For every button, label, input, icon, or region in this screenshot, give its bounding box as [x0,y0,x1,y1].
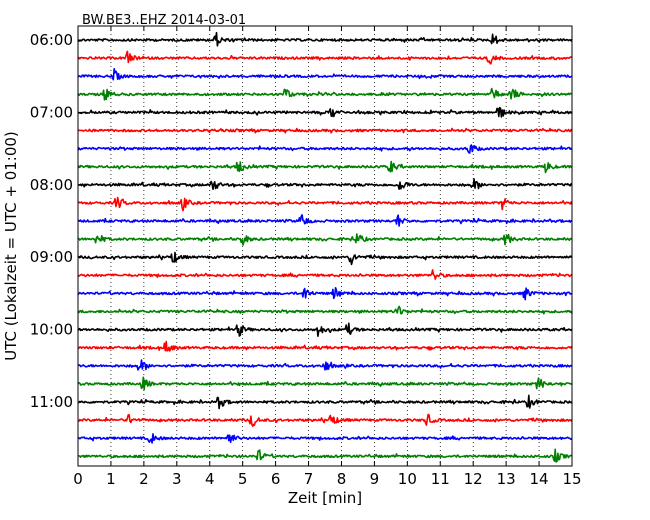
trace-1115 [78,413,573,427]
y-tick-label: 10:00 [30,321,73,339]
trace-1045 [77,376,573,391]
y-tick-label: 07:00 [30,103,73,121]
x-tick-label: 5 [238,470,248,488]
traces [77,31,573,463]
plot-frame [77,25,573,467]
x-tick-label: 6 [271,470,281,488]
trace-1130 [77,433,573,444]
y-tick-label: 06:00 [30,31,73,49]
x-tick-label: 1 [106,470,116,488]
trace-0800 [77,178,573,190]
x-tick-label: 4 [205,470,215,488]
x-axis: 0 1 2 3 4 5 6 7 8 9 10 11 12 13 14 15 [73,26,582,488]
trace-0915 [77,269,573,280]
y-tick-label: 11:00 [30,393,73,411]
x-tick-label: 15 [562,470,581,488]
x-tick-label: 2 [139,470,149,488]
x-tick-label: 8 [337,470,347,488]
trace-0730 [77,144,573,154]
trace-0845 [77,233,573,246]
trace-0900 [77,251,573,266]
x-tick-label: 9 [370,470,380,488]
x-tick-label: 10 [398,470,417,488]
trace-1100 [77,394,573,410]
chart-title: BW.BE3..EHZ 2014-03-01 [82,13,246,28]
y-axis-label: UTC (Lokalzeit = UTC + 01:00) [2,131,20,361]
x-tick-label: 13 [497,470,516,488]
trace-1145 [77,448,573,463]
x-tick-label: 7 [304,470,314,488]
y-axis: 06:00 07:00 08:00 09:00 10:00 11:00 [30,31,572,411]
trace-0715 [77,127,573,134]
trace-1015 [77,340,573,352]
trace-0700 [77,106,573,118]
x-tick-label: 14 [530,470,549,488]
trace-1030 [77,359,573,371]
trace-0945 [77,305,573,315]
x-axis-label: Zeit [min] [288,489,362,507]
trace-0815 [77,196,573,212]
x-tick-label: 11 [431,470,450,488]
grid [110,26,540,466]
x-tick-label: 3 [172,470,182,488]
trace-1000 [77,322,573,337]
trace-0745 [77,160,573,174]
trace-0630 [77,68,573,81]
trace-0830 [77,214,573,227]
x-tick-label: 12 [464,470,483,488]
y-tick-label: 09:00 [30,248,73,266]
trace-0645 [77,87,573,101]
trace-0600 [77,31,573,47]
trace-0930 [77,287,573,301]
x-tick-label: 0 [73,470,83,488]
y-tick-label: 08:00 [30,176,73,194]
trace-0615 [77,50,573,65]
